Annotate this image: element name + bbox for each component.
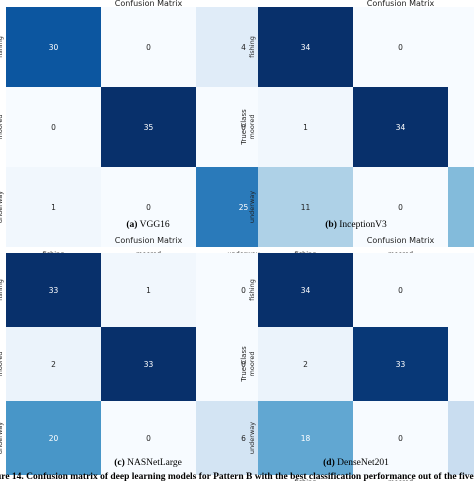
cell-value-label: 0 bbox=[51, 123, 56, 132]
cell-value-label: 11 bbox=[301, 203, 311, 212]
figure-caption: ure 14. Confusion matrix of deep learnin… bbox=[0, 472, 474, 481]
heatmap-cell bbox=[353, 167, 448, 247]
heatmap-cell bbox=[258, 87, 353, 167]
heatmap-cell bbox=[101, 401, 196, 475]
y-tick-label: moored bbox=[248, 352, 256, 377]
cell-value-label: 0 bbox=[241, 286, 246, 295]
y-tick-label: underway bbox=[0, 422, 4, 454]
cell-value-label: 0 bbox=[146, 203, 151, 212]
cell-value-label: 0 bbox=[398, 43, 403, 52]
chart-title: Confusion Matrix bbox=[115, 0, 183, 8]
cell-value-label: 33 bbox=[49, 286, 59, 295]
heatmap-cell bbox=[258, 401, 353, 475]
heatmap-cell bbox=[258, 167, 353, 247]
heatmap-cell bbox=[448, 87, 474, 167]
cell-value-label: 30 bbox=[49, 43, 59, 52]
y-tick-label: fishing bbox=[0, 279, 4, 301]
cell-value-label: 1 bbox=[303, 123, 308, 132]
y-tick-label: underway bbox=[248, 422, 256, 454]
heatmap-cell bbox=[353, 7, 448, 87]
subfigure-caption: (d) DenseNet201 bbox=[323, 457, 389, 468]
heatmap-cell bbox=[353, 87, 448, 167]
y-tick-label: moored bbox=[248, 115, 256, 140]
heatmap-cell bbox=[6, 401, 101, 475]
chart-title: Confusion Matrix bbox=[367, 236, 435, 245]
heatmap-cell bbox=[448, 253, 474, 327]
heatmap-cell bbox=[448, 401, 474, 475]
y-tick-label: underway bbox=[0, 191, 4, 223]
cell-value-label: 2 bbox=[51, 360, 56, 369]
subfigure-name: NASNetLarge bbox=[125, 458, 182, 468]
heatmap-cell bbox=[353, 327, 448, 401]
subfigure-name: InceptionV3 bbox=[337, 220, 387, 230]
subfigure-name: VGG16 bbox=[137, 220, 170, 230]
confusion-matrix-panel: Confusion Matrix340023301808fishingmoore… bbox=[240, 236, 474, 481]
heatmap-cell bbox=[101, 87, 196, 167]
y-tick-label: fishing bbox=[248, 279, 256, 301]
subfigure-tag: (b) bbox=[325, 219, 337, 230]
cell-value-label: 0 bbox=[241, 123, 246, 132]
cell-value-label: 20 bbox=[49, 434, 59, 443]
heatmap-cell bbox=[6, 327, 101, 401]
cell-value-label: 6 bbox=[241, 434, 246, 443]
heatmap-cell bbox=[258, 327, 353, 401]
heatmap-cell bbox=[101, 327, 196, 401]
confusion-matrix-panel: Confusion Matrix 33 1 0 2 33 0 20 0 6 fishing moore… bbox=[0, 236, 291, 475]
heatmap-cell bbox=[101, 7, 196, 87]
subfigure-tag: (a) bbox=[126, 219, 137, 230]
x-tick-label: moored bbox=[388, 478, 413, 481]
cell-value-label: 34 bbox=[301, 286, 311, 295]
heatmap-cell bbox=[448, 167, 474, 247]
cell-value-label: 0 bbox=[398, 434, 403, 443]
heatmap-cell bbox=[101, 167, 196, 247]
heatmap-cell bbox=[6, 87, 101, 167]
cell-value-label: 18 bbox=[301, 434, 311, 443]
heatmap-cell bbox=[353, 253, 448, 327]
y-tick-label: moored bbox=[0, 115, 4, 140]
confusion-matrix-panel: Confusion Matrix3400134011015fishingmoor… bbox=[240, 0, 474, 266]
confusion-matrix-panel: Confusion Matrix 30 0 4 0 35 0 1 0 25 fishing moore… bbox=[0, 0, 291, 266]
heatmap-cell bbox=[258, 253, 353, 327]
cell-value-label: 0 bbox=[146, 43, 151, 52]
x-tick-label: fishing bbox=[295, 478, 317, 481]
cell-value-label: 33 bbox=[144, 360, 154, 369]
heatmap-cell bbox=[448, 327, 474, 401]
y-tick-label: moored bbox=[0, 352, 4, 377]
y-tick-label: fishing bbox=[248, 36, 256, 58]
cell-value-label: 0 bbox=[241, 360, 246, 369]
y-axis-label: True Class bbox=[240, 109, 248, 146]
chart-title: Confusion Matrix bbox=[367, 0, 435, 8]
cell-value-label: 25 bbox=[239, 203, 249, 212]
cell-value-label: 1 bbox=[51, 203, 56, 212]
y-tick-label: fishing bbox=[0, 36, 4, 58]
cell-value-label: 1 bbox=[146, 286, 151, 295]
subfigure-caption: (c) NASNetLarge bbox=[114, 457, 182, 468]
heatmap-cell bbox=[353, 401, 448, 475]
subfigure-tag: (d) bbox=[323, 457, 335, 468]
cell-value-label: 0 bbox=[146, 434, 151, 443]
cell-value-label: 35 bbox=[144, 123, 154, 132]
y-tick-label: underway bbox=[248, 191, 256, 223]
subfigure-name: DenseNet201 bbox=[335, 458, 389, 468]
cell-value-label: 0 bbox=[398, 203, 403, 212]
heatmap-cell bbox=[101, 253, 196, 327]
chart-title: Confusion Matrix bbox=[115, 236, 183, 245]
cell-value-label: 0 bbox=[398, 286, 403, 295]
subfigure-tag: (c) bbox=[114, 457, 125, 468]
y-axis-label: True Class bbox=[240, 346, 248, 383]
heatmap-cell bbox=[6, 167, 101, 247]
cell-value-label: 34 bbox=[396, 123, 406, 132]
subfigure-caption: (b) InceptionV3 bbox=[325, 219, 387, 230]
heatmap-cell bbox=[448, 7, 474, 87]
heatmap-cell bbox=[258, 7, 353, 87]
heatmap-cell bbox=[6, 253, 101, 327]
heatmap-cell bbox=[6, 7, 101, 87]
cell-value-label: 2 bbox=[303, 360, 308, 369]
subfigure-caption: (a) VGG16 bbox=[126, 219, 170, 230]
cell-value-label: 4 bbox=[241, 43, 246, 52]
cell-value-label: 34 bbox=[301, 43, 311, 52]
cell-value-label: 33 bbox=[396, 360, 406, 369]
